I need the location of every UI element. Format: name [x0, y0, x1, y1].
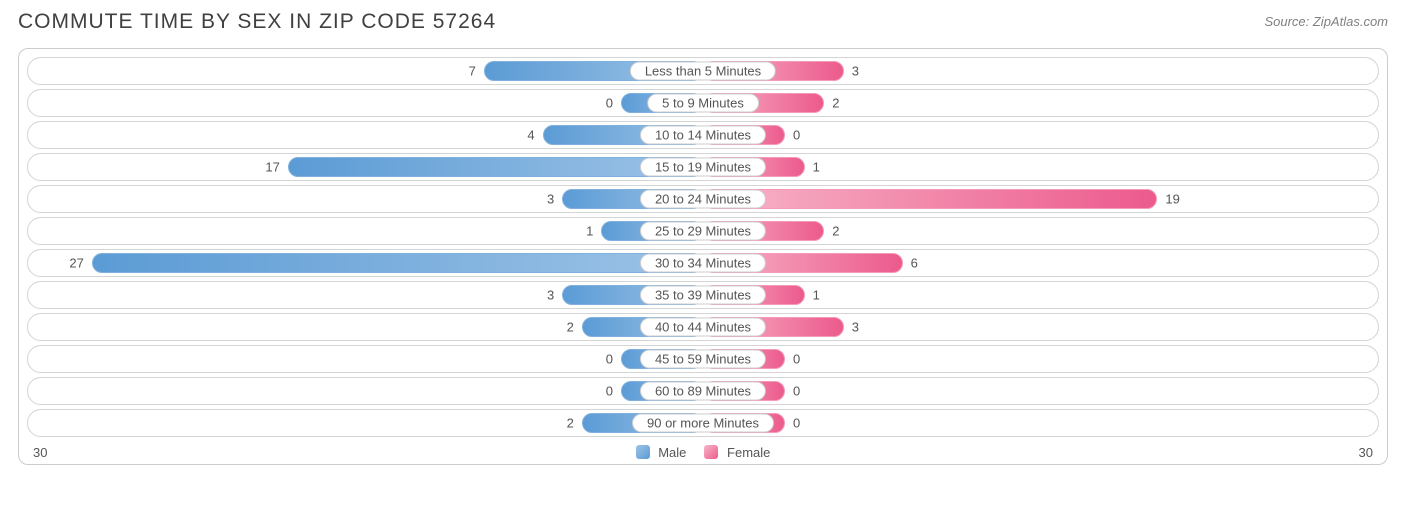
value-male: 2: [567, 416, 574, 431]
bar-male: [92, 253, 703, 273]
value-male: 0: [606, 352, 613, 367]
value-female: 1: [813, 288, 820, 303]
source-attribution: Source: ZipAtlas.com: [1264, 10, 1388, 29]
chart-row: 90 or more Minutes 2 0: [27, 409, 1379, 437]
axis-max-left: 30: [33, 445, 47, 460]
chart-row: 60 to 89 Minutes 0 0: [27, 377, 1379, 405]
category-label: 5 to 9 Minutes: [647, 94, 759, 113]
legend-label-male: Male: [658, 445, 686, 460]
legend-item-male: Male: [636, 445, 687, 460]
value-female: 2: [832, 224, 839, 239]
chart-row: 20 to 24 Minutes 3 19: [27, 185, 1379, 213]
category-label: 45 to 59 Minutes: [640, 350, 766, 369]
bar-female: [703, 189, 1157, 209]
legend-items: Male Female: [636, 445, 771, 460]
header: COMMUTE TIME BY SEX IN ZIP CODE 57264 So…: [18, 10, 1388, 34]
chart-row: 35 to 39 Minutes 3 1: [27, 281, 1379, 309]
category-label: 15 to 19 Minutes: [640, 158, 766, 177]
legend-swatch-male: [636, 445, 650, 459]
chart-row: 5 to 9 Minutes 0 2: [27, 89, 1379, 117]
value-female: 0: [793, 352, 800, 367]
legend-label-female: Female: [727, 445, 770, 460]
value-male: 1: [586, 224, 593, 239]
value-male: 17: [265, 160, 279, 175]
category-label: 35 to 39 Minutes: [640, 286, 766, 305]
value-female: 0: [793, 416, 800, 431]
chart-row: 15 to 19 Minutes 17 1: [27, 153, 1379, 181]
chart-row: 40 to 44 Minutes 2 3: [27, 313, 1379, 341]
category-label: 90 or more Minutes: [632, 414, 774, 433]
value-male: 7: [469, 64, 476, 79]
category-label: 40 to 44 Minutes: [640, 318, 766, 337]
category-label: 10 to 14 Minutes: [640, 126, 766, 145]
category-label: 60 to 89 Minutes: [640, 382, 766, 401]
value-male: 4: [527, 128, 534, 143]
value-female: 0: [793, 384, 800, 399]
chart-row: 45 to 59 Minutes 0 0: [27, 345, 1379, 373]
value-male: 3: [547, 192, 554, 207]
chart-row: 25 to 29 Minutes 1 2: [27, 217, 1379, 245]
value-female: 3: [852, 64, 859, 79]
value-female: 1: [813, 160, 820, 175]
axis-max-right: 30: [1359, 445, 1373, 460]
value-male: 0: [606, 384, 613, 399]
value-male: 2: [567, 320, 574, 335]
value-female: 6: [911, 256, 918, 271]
category-label: 25 to 29 Minutes: [640, 222, 766, 241]
category-label: 20 to 24 Minutes: [640, 190, 766, 209]
value-female: 3: [852, 320, 859, 335]
value-female: 2: [832, 96, 839, 111]
value-female: 19: [1165, 192, 1179, 207]
legend-item-female: Female: [704, 445, 770, 460]
value-male: 3: [547, 288, 554, 303]
chart-row: 30 to 34 Minutes 27 6: [27, 249, 1379, 277]
legend: 30 Male Female 30: [27, 441, 1379, 462]
category-label: Less than 5 Minutes: [630, 62, 776, 81]
chart-container: COMMUTE TIME BY SEX IN ZIP CODE 57264 So…: [0, 0, 1406, 523]
chart-title: COMMUTE TIME BY SEX IN ZIP CODE 57264: [18, 10, 496, 34]
value-female: 0: [793, 128, 800, 143]
chart-plot-area: Less than 5 Minutes 7 3 5 to 9 Minutes 0 2 10 …: [18, 48, 1388, 465]
legend-swatch-female: [704, 445, 718, 459]
category-label: 30 to 34 Minutes: [640, 254, 766, 273]
value-male: 0: [606, 96, 613, 111]
chart-row: Less than 5 Minutes 7 3: [27, 57, 1379, 85]
value-male: 27: [69, 256, 83, 271]
chart-row: 10 to 14 Minutes 4 0: [27, 121, 1379, 149]
